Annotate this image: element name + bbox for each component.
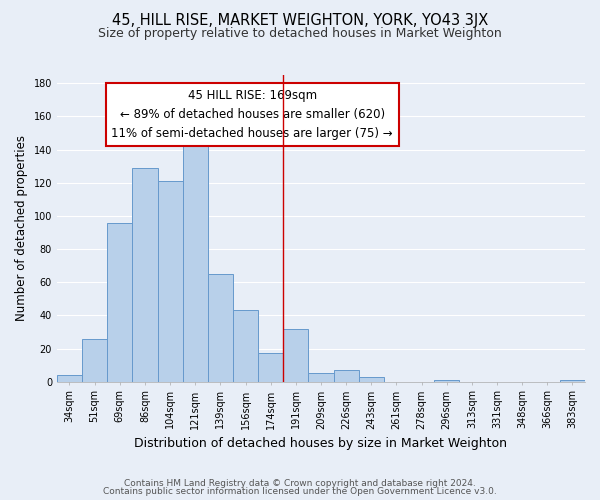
Bar [133,168,158,382]
Bar [57,375,82,382]
Y-axis label: Number of detached properties: Number of detached properties [15,136,28,322]
Bar [158,181,182,382]
Bar [334,370,359,382]
Bar [182,132,208,382]
X-axis label: Distribution of detached houses by size in Market Weighton: Distribution of detached houses by size … [134,437,508,450]
Text: 45, HILL RISE, MARKET WEIGHTON, YORK, YO43 3JX: 45, HILL RISE, MARKET WEIGHTON, YORK, YO… [112,12,488,28]
Text: Size of property relative to detached houses in Market Weighton: Size of property relative to detached ho… [98,28,502,40]
Text: Contains HM Land Registry data © Crown copyright and database right 2024.: Contains HM Land Registry data © Crown c… [124,478,476,488]
Bar [208,274,233,382]
Bar [560,380,585,382]
Bar [308,374,334,382]
Bar [359,376,384,382]
Bar [434,380,459,382]
Bar [82,338,107,382]
Text: Contains public sector information licensed under the Open Government Licence v3: Contains public sector information licen… [103,487,497,496]
Bar [283,328,308,382]
Text: 45 HILL RISE: 169sqm
← 89% of detached houses are smaller (620)
11% of semi-deta: 45 HILL RISE: 169sqm ← 89% of detached h… [112,89,393,140]
Bar [258,354,283,382]
Bar [233,310,258,382]
Bar [107,222,133,382]
